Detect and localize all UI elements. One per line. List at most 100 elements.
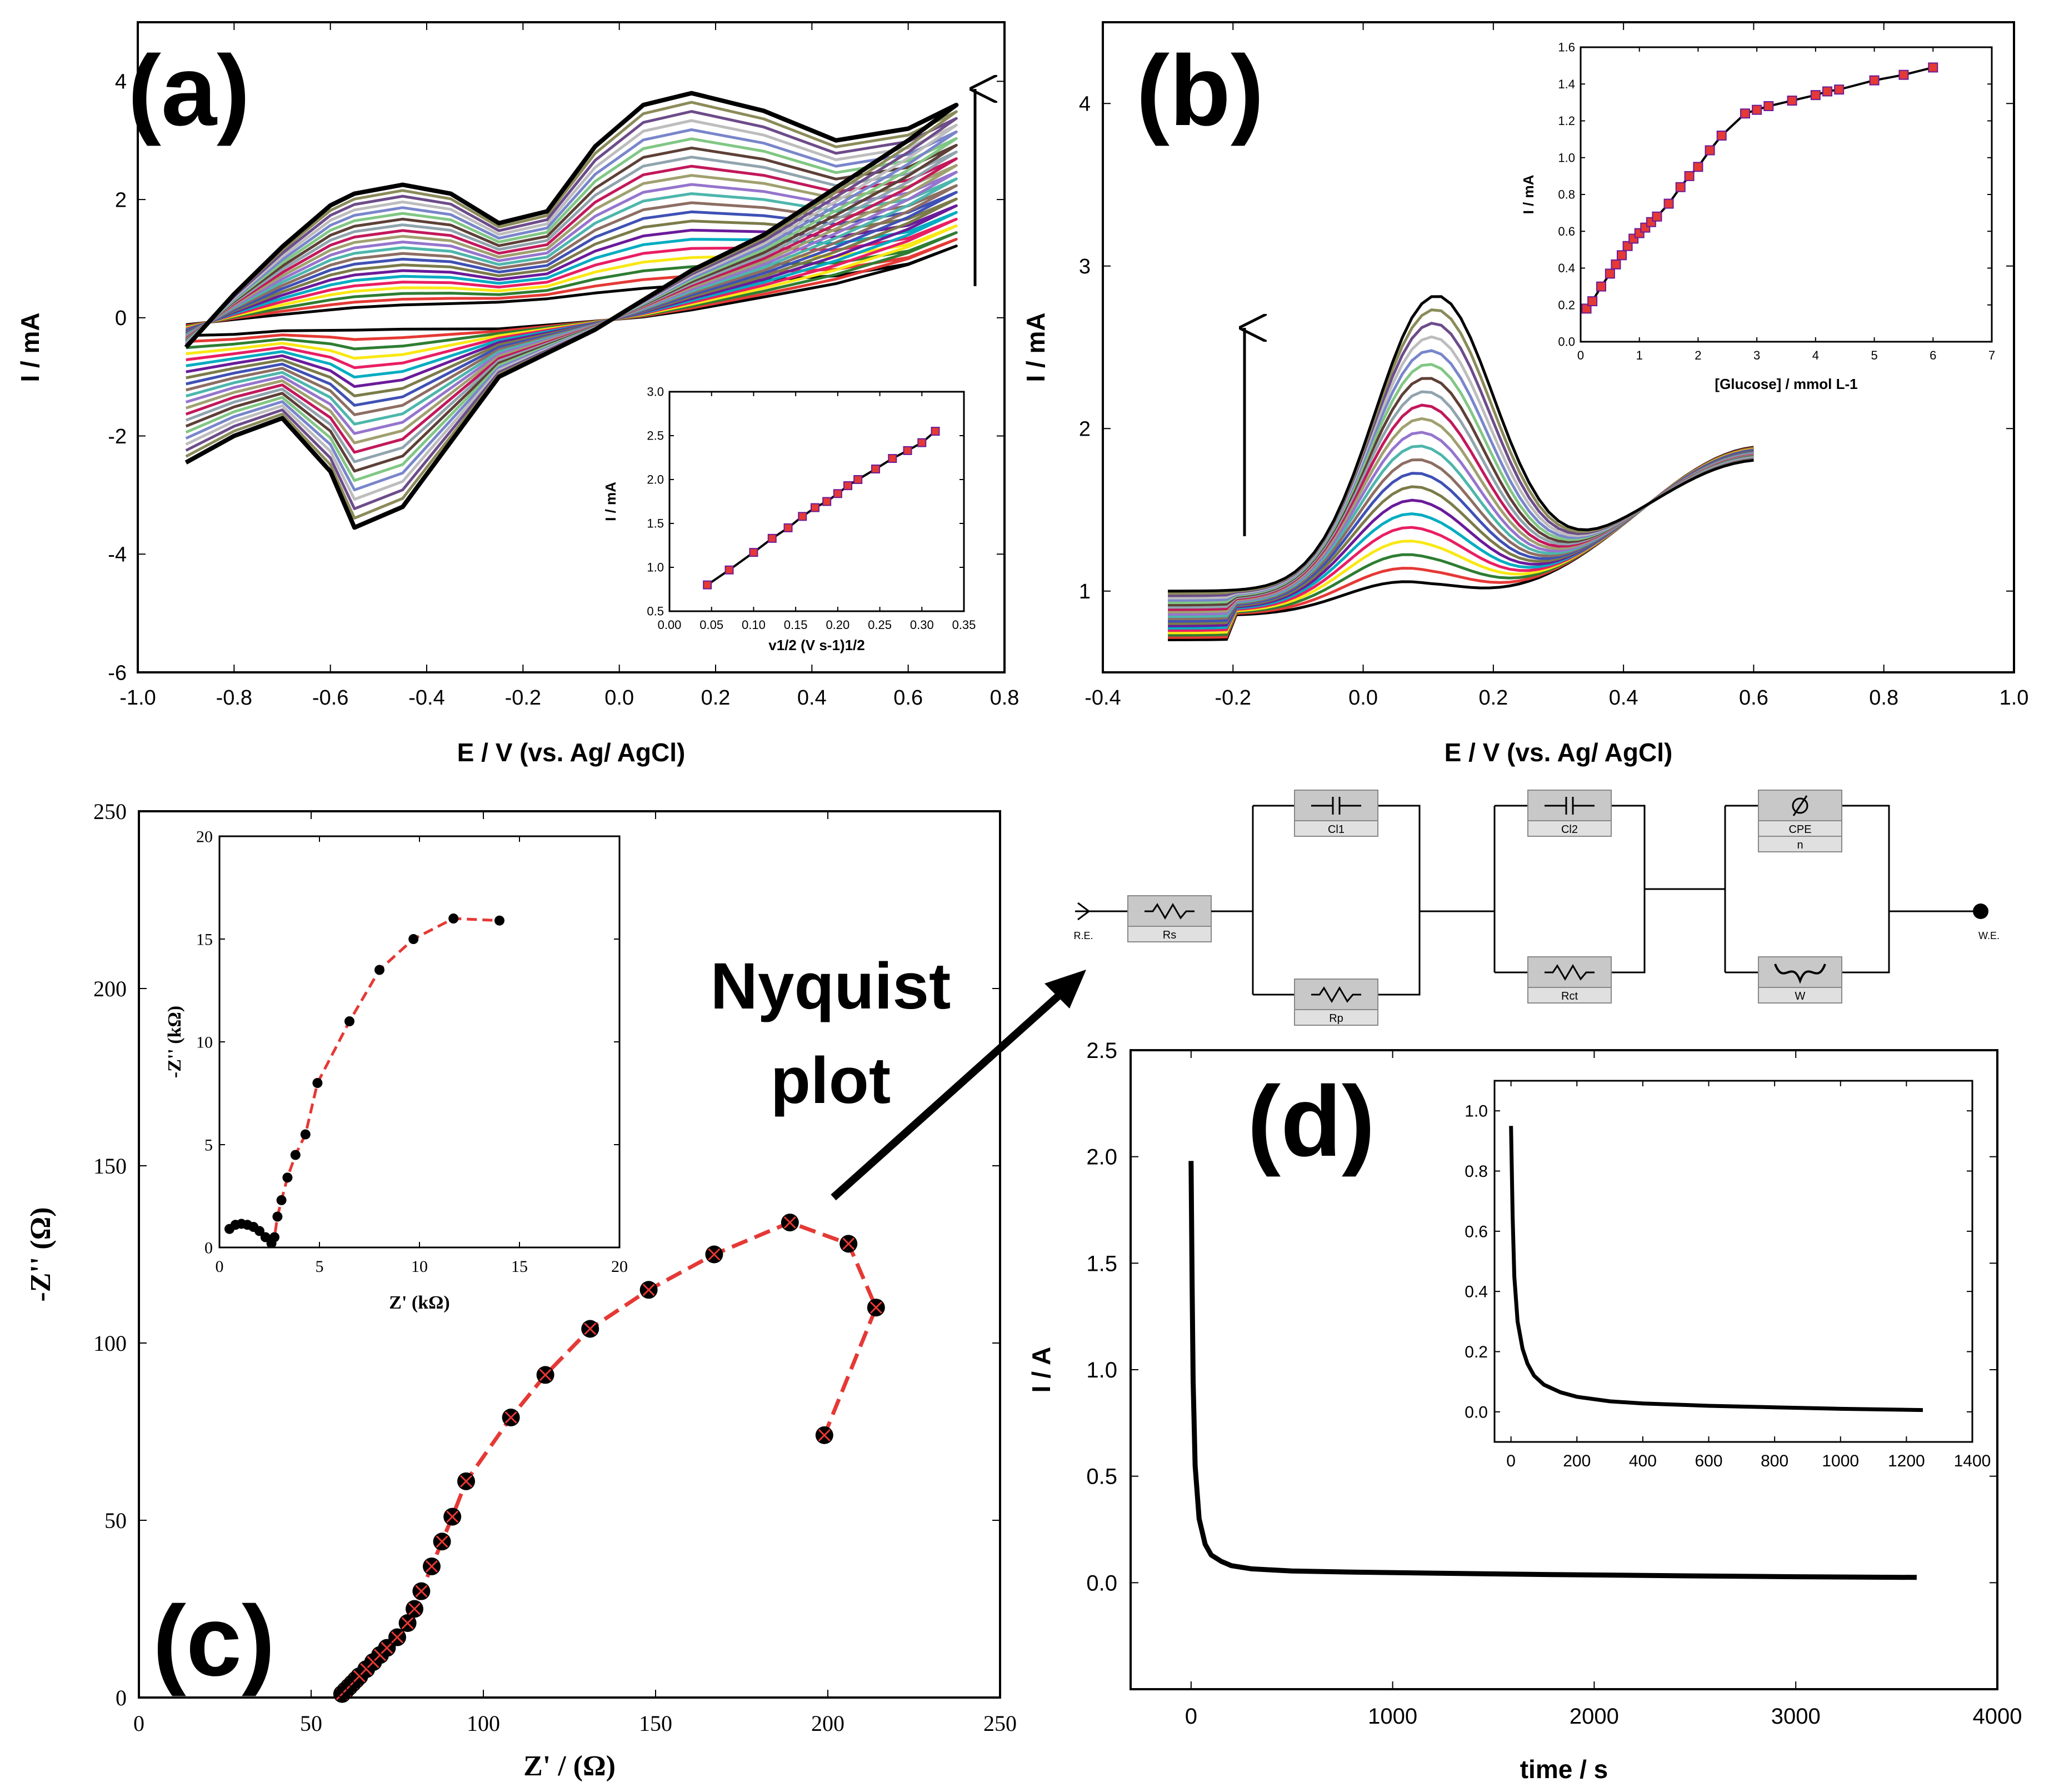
component-box [1527, 790, 1612, 821]
data-point [1740, 108, 1750, 119]
y-tick-label: 0 [115, 307, 127, 330]
x-tick-label: -0.4 [1085, 686, 1121, 710]
data-point [1652, 211, 1662, 222]
data-point [917, 438, 927, 447]
cv-series [185, 211, 958, 379]
y-tick-label: 0.6 [1558, 224, 1575, 238]
inset-y-title: -Z'' (kΩ) [164, 1006, 185, 1078]
x-tick-label: 5 [1871, 348, 1877, 362]
wire [1211, 805, 1421, 996]
y-tick-label: 2 [1079, 418, 1091, 441]
y-tick-label: 3 [1079, 255, 1091, 278]
inset-axes-c: 0 5 10 15 20 0 5 10 15 20 [196, 828, 628, 1276]
component-label-box [1294, 820, 1378, 837]
fit-marker [708, 1248, 721, 1261]
fit-marker [783, 1216, 796, 1229]
x-axis-title: E / V (vs. Ag/ AgCl) [457, 738, 686, 767]
cv-series [185, 184, 958, 416]
component-label: Cl2 [1561, 823, 1578, 836]
cv-series [186, 224, 958, 360]
y-tick-label: 250 [93, 799, 127, 824]
data-point [448, 914, 459, 924]
x-tick-label: 1 [1636, 348, 1643, 362]
inset-a-series [703, 427, 940, 590]
fit-marker [642, 1284, 655, 1296]
plot-frame [218, 835, 621, 1249]
inset-y-title: I / mA [1520, 174, 1537, 214]
x-tick-label: 0 [216, 1257, 224, 1276]
cv-series [184, 91, 959, 530]
component-label: Rs [1163, 929, 1176, 941]
data-point [1611, 259, 1621, 269]
current-transient [1188, 1161, 1917, 1580]
fit-marker [446, 1510, 459, 1523]
x-tick-label: 6 [1930, 348, 1936, 362]
plot-frame [668, 391, 965, 612]
y-tick-label: 0.4 [1465, 1283, 1488, 1301]
y-tick-label: 20 [196, 828, 213, 846]
x-tick-label: 0 [133, 1711, 144, 1736]
y-tick-label: 1.5 [647, 517, 664, 531]
axes-a: -1.0 -0.8 -0.6 -0.4 -0.2 0.0 0.2 0.4 0.6 0.8 -6 -4 -… [108, 21, 1019, 710]
y-tick-label: 4 [115, 71, 127, 94]
annotation-plot: plot [771, 1044, 891, 1117]
cv-series [185, 204, 958, 388]
fit-marker [436, 1535, 448, 1548]
component-label-box [1758, 836, 1842, 852]
y-tick-label: 0.4 [1558, 261, 1575, 275]
x-tick-label: 0.35 [952, 618, 976, 632]
y-tick-label: 0.2 [1558, 298, 1575, 312]
x-tick-label: 0.8 [1869, 686, 1898, 710]
data-point [1928, 62, 1938, 73]
y-tick-label: -2 [108, 425, 127, 448]
data-point [272, 1211, 283, 1222]
x-tick-label: 0.25 [868, 618, 892, 632]
x-tick-label: 100 [467, 1711, 500, 1736]
data-point [822, 497, 832, 506]
y-tick-label: 50 [104, 1508, 127, 1533]
plot-frame [1102, 21, 2015, 673]
cv-series [185, 128, 958, 492]
data-point [871, 465, 880, 474]
x-tick-label: -0.4 [408, 686, 444, 710]
cv-series [185, 157, 958, 454]
fit-marker [425, 1560, 438, 1573]
component-label-box [1527, 987, 1612, 1004]
x-tick-label: 20 [611, 1257, 628, 1276]
x-tick-label: -0.6 [312, 686, 348, 710]
component-label-box [1758, 820, 1842, 837]
cv-series [185, 177, 958, 426]
y-tick-label: 0.8 [1558, 188, 1575, 202]
x-tick-label: 0.4 [1609, 686, 1638, 710]
capacitor-icon [1311, 797, 1361, 815]
x-tick-label: 1.0 [2000, 686, 2029, 710]
cv-series [1168, 403, 1754, 611]
x-tick-label: 1400 [1954, 1452, 1991, 1470]
data-point [254, 1226, 264, 1236]
data-point [1581, 303, 1592, 314]
data-point [1596, 281, 1606, 292]
x-tick-label: 1200 [1888, 1452, 1925, 1470]
y-tick-label: 2.5 [1086, 1039, 1117, 1063]
cv-series [184, 101, 958, 520]
data-point [1617, 250, 1627, 261]
x-axis-title: Z' / (Ω) [523, 1750, 616, 1782]
x-tick-label: 600 [1695, 1452, 1722, 1470]
y-tick-label: -6 [108, 661, 127, 685]
y-tick-label: 0.8 [1465, 1162, 1488, 1181]
resistor-icon [1545, 964, 1595, 981]
y-tick-label: 2.0 [647, 473, 664, 487]
data-point [344, 1016, 354, 1026]
data-point [749, 548, 758, 557]
cpe-icon-slash [1792, 795, 1808, 816]
data-point [903, 446, 912, 455]
y-tick-label: 200 [93, 976, 127, 1001]
cv-series [185, 197, 958, 397]
y-tick-label: 0.2 [1465, 1343, 1488, 1361]
x-tick-label: 15 [511, 1257, 528, 1276]
y-tick-label: 2.0 [1086, 1145, 1117, 1170]
inset-x-title: v1/2 (V s-1)1/2 [768, 637, 864, 653]
y-tick-label: 1.2 [1558, 114, 1575, 128]
